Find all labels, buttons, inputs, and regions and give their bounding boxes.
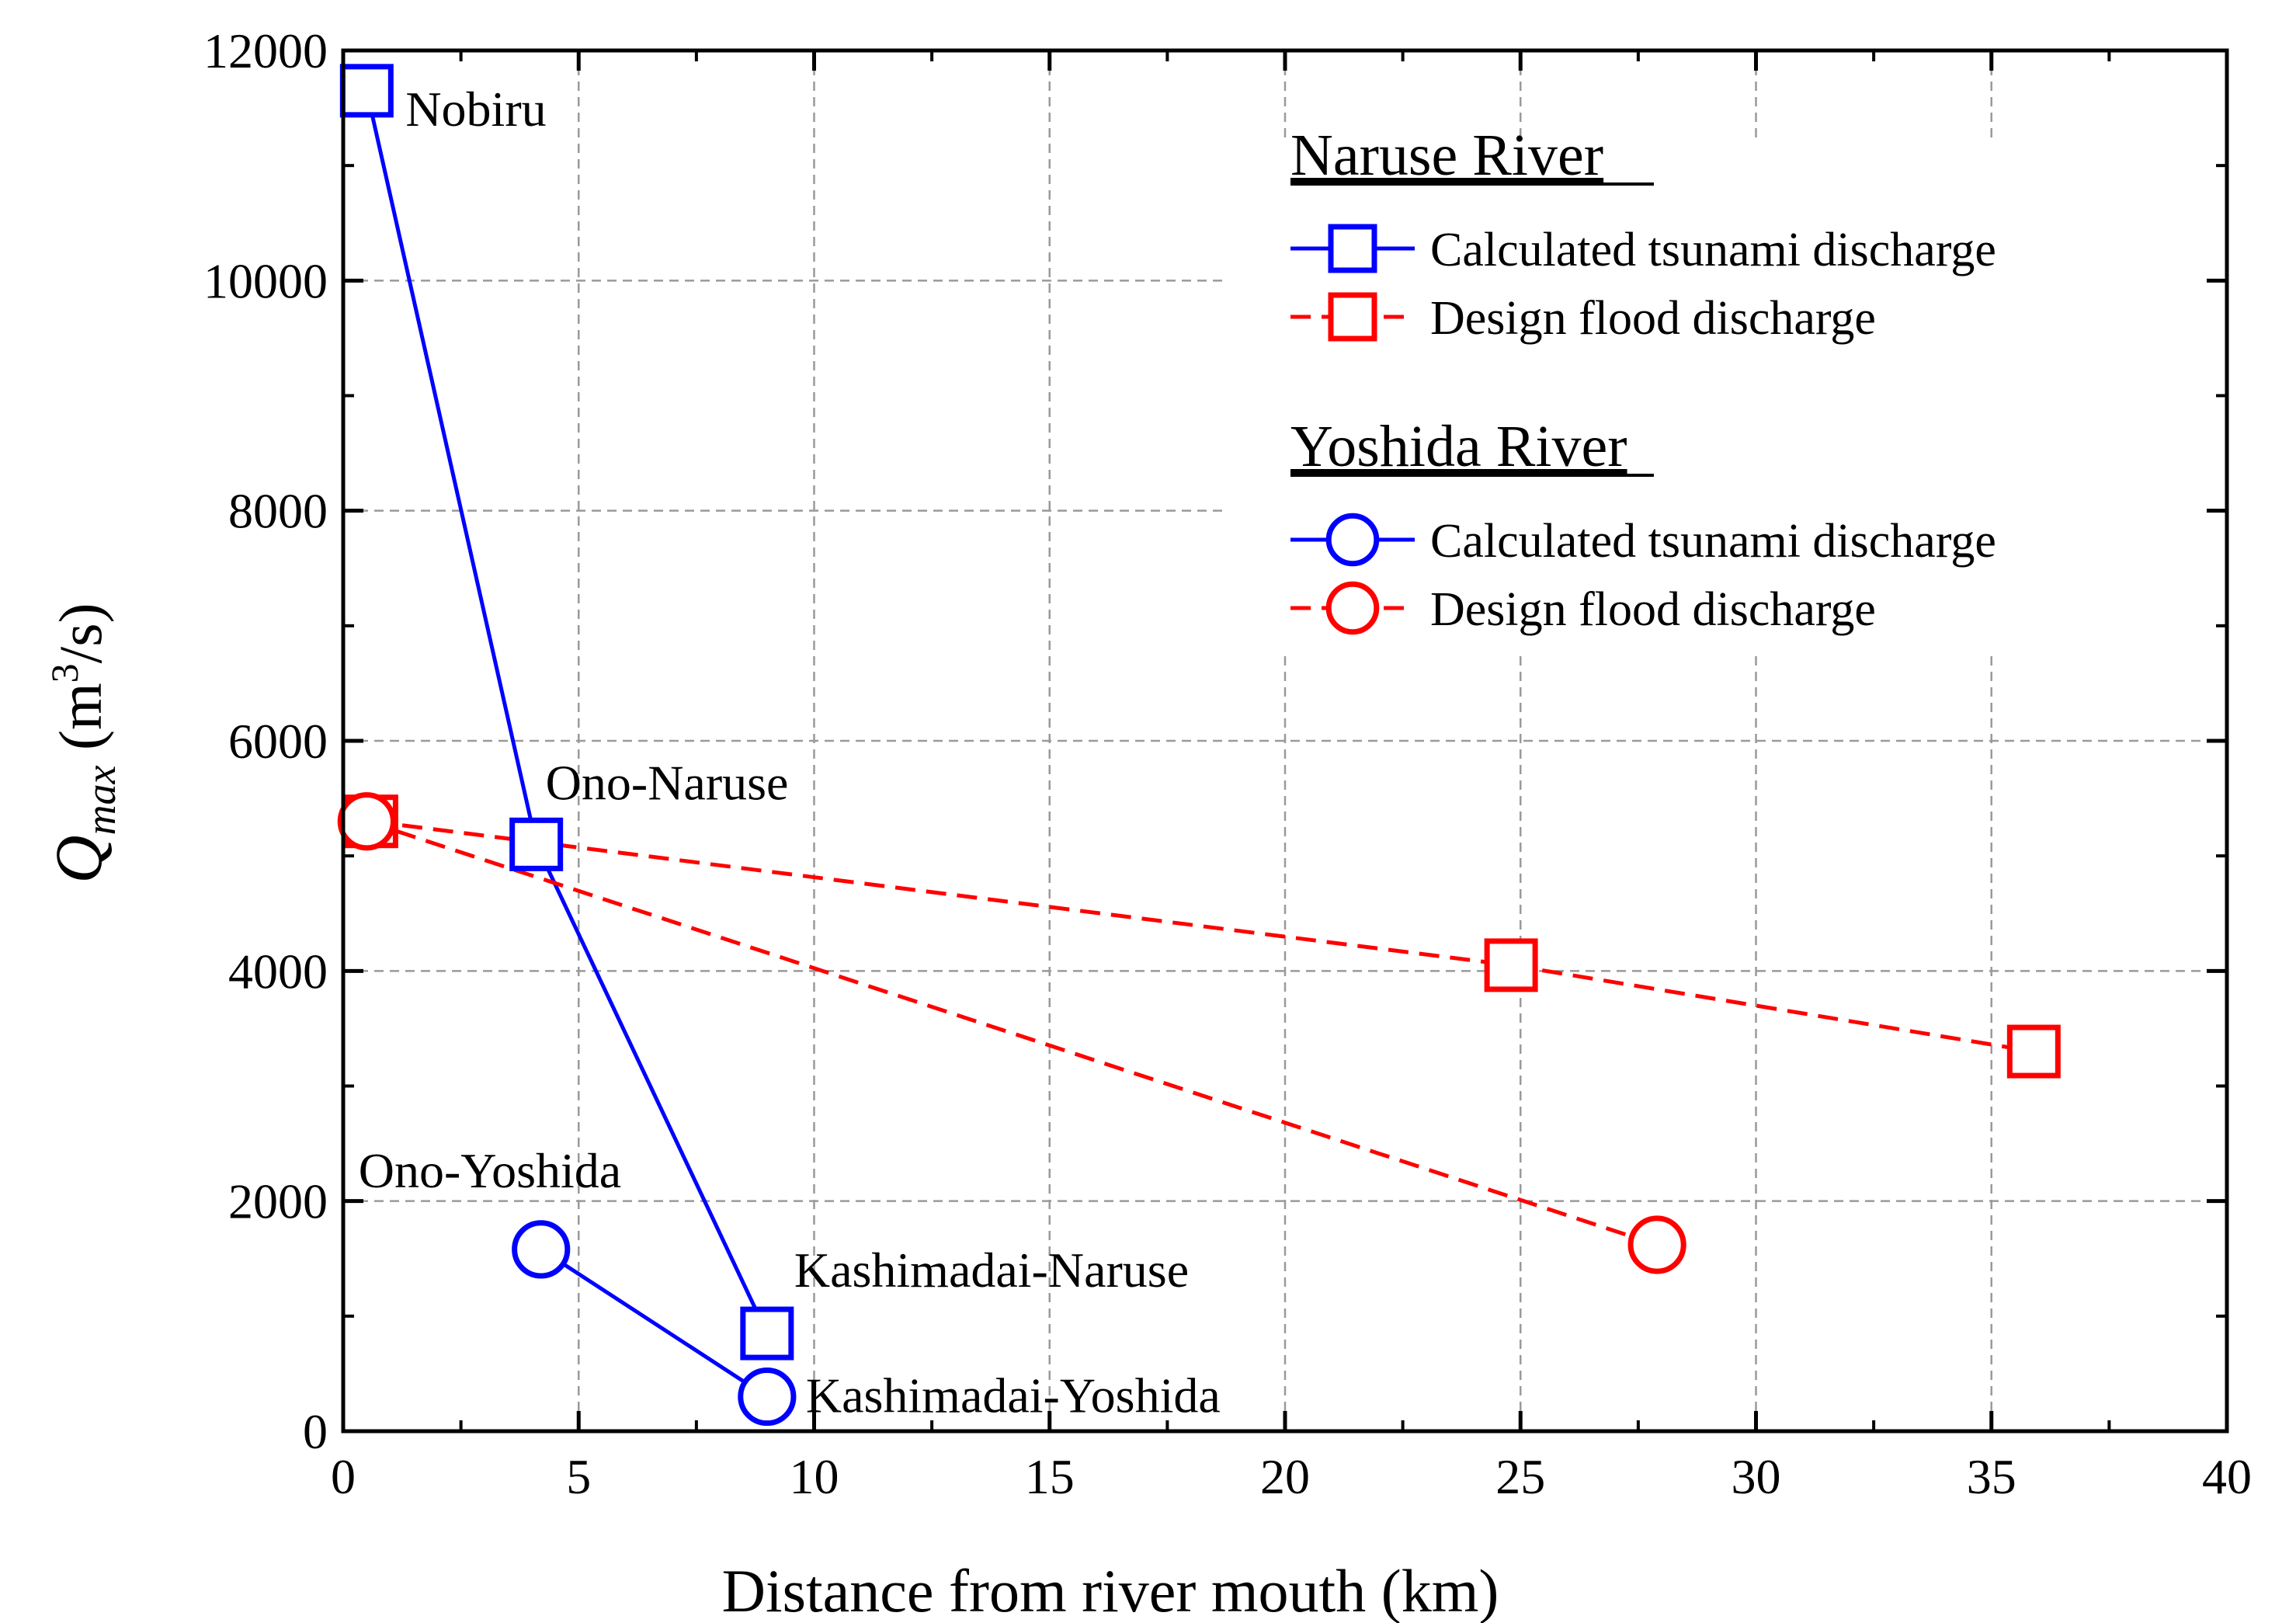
x-tick-label: 10 xyxy=(790,1449,839,1504)
x-tick-label: 20 xyxy=(1260,1449,1310,1504)
point-label: Ono-Yoshida xyxy=(359,1143,621,1198)
y-axis-label-unit-open: (m xyxy=(47,683,114,765)
point-label: Ono-Naruse xyxy=(546,755,789,810)
x-tick-label: 30 xyxy=(1732,1449,1781,1504)
x-tick-label: 25 xyxy=(1495,1449,1545,1504)
legend-entry-label: Design flood discharge xyxy=(1430,583,1876,636)
legend-background xyxy=(1223,144,2209,656)
x-tick-label: 0 xyxy=(331,1449,356,1504)
x-tick-label: 35 xyxy=(1967,1449,2016,1504)
series-point-square xyxy=(1484,938,1538,992)
y-tick-label: 12000 xyxy=(203,23,328,78)
legend-group-title: Yoshida River xyxy=(1290,414,1627,479)
x-tick-label: 5 xyxy=(566,1449,591,1504)
series-line xyxy=(366,819,1658,1247)
legend-group-title: Naruse River xyxy=(1290,123,1603,188)
series-point-circle xyxy=(337,792,396,851)
y-axis-label-unit-close: /s) xyxy=(47,603,114,663)
series-point-square xyxy=(509,817,564,871)
y-tick-label: 4000 xyxy=(228,944,328,999)
x-axis-label: Distance from river mouth (km) xyxy=(722,1557,1499,1623)
y-axis-label-sub: max xyxy=(78,766,124,836)
series-point-square xyxy=(339,64,394,118)
legend-entry-label: Calculated tsunami discharge xyxy=(1430,224,1996,276)
legend-marker-square xyxy=(1328,292,1377,342)
data-series xyxy=(337,64,2061,1427)
point-label: Kashimadai-Yoshida xyxy=(806,1368,1221,1423)
x-tick-label: 40 xyxy=(2202,1449,2252,1504)
legend-marker-square xyxy=(1328,224,1377,273)
x-tick-label: 15 xyxy=(1025,1449,1075,1504)
y-tick-label: 10000 xyxy=(203,253,328,308)
legend-marker-circle xyxy=(1325,581,1380,635)
series-point-circle xyxy=(512,1220,571,1279)
tick-labels: 0 5 10 15 20 25 30 35 40 0 2000 4000 6000 8000 10000 12… xyxy=(203,23,2252,1504)
series-point-square xyxy=(2006,1024,2061,1079)
axis-ticks xyxy=(341,48,2229,1434)
y-axis-label-main: Q xyxy=(41,836,116,884)
series-line xyxy=(371,819,2034,1054)
legend-entry-label: Calculated tsunami discharge xyxy=(1430,515,1996,568)
legend: Naruse River Calculated tsunami discharge… xyxy=(1290,123,1996,636)
series-point-square xyxy=(740,1306,794,1361)
series-line xyxy=(540,1247,769,1399)
series-point-circle xyxy=(1627,1215,1686,1274)
y-tick-label: 6000 xyxy=(228,714,328,769)
point-label: Kashimadai-Naruse xyxy=(794,1242,1189,1298)
y-tick-label: 0 xyxy=(303,1404,328,1459)
point-label: Nobiru xyxy=(405,82,546,137)
y-axis-label-unit-sup: 3 xyxy=(43,663,86,683)
y-tick-label: 2000 xyxy=(228,1174,328,1229)
y-tick-label: 8000 xyxy=(228,484,328,539)
legend-entry-label: Design flood discharge xyxy=(1430,292,1876,345)
series-point-circle xyxy=(738,1367,797,1427)
legend-marker-circle xyxy=(1325,513,1380,567)
point-annotations: Nobiru Ono-Naruse Ono-Yoshida Kashimadai-Na… xyxy=(359,82,1221,1423)
y-axis-label: Qmax (m3/s) xyxy=(41,603,124,883)
